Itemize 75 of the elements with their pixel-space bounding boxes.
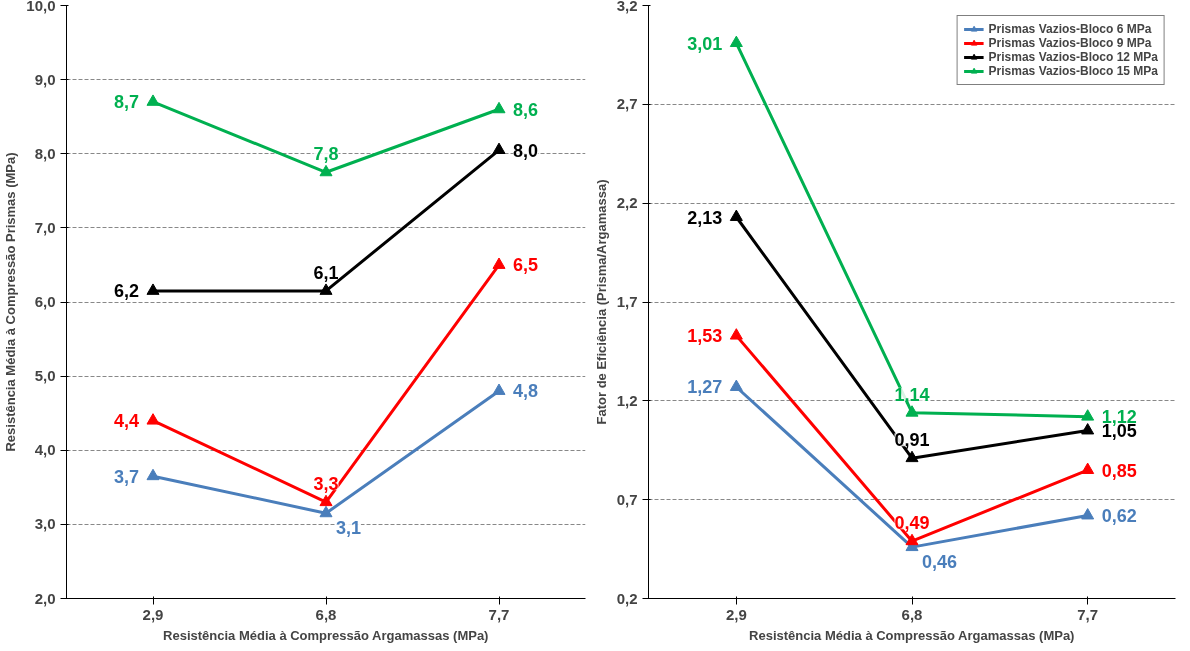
- y-tick-label: 2,0: [34, 589, 56, 607]
- data-label: 3,01: [687, 33, 723, 54]
- data-label: 4,8: [513, 381, 539, 402]
- y-tick-label: 9,0: [34, 70, 56, 88]
- legend-label: Prismas Vazios-Bloco 15 MPa: [988, 64, 1158, 78]
- y-tick-label: 8,0: [34, 144, 56, 162]
- point: [1081, 409, 1095, 421]
- data-label: 0,62: [1101, 505, 1137, 526]
- x-tick-label: 2,9: [725, 605, 747, 623]
- point: [146, 468, 160, 481]
- data-label: 8,7: [113, 92, 140, 113]
- point: [319, 283, 333, 295]
- data-label: 1,53: [687, 326, 723, 347]
- data-label: 6,2: [113, 281, 140, 302]
- data-label: 0,46: [922, 552, 958, 573]
- y-tick-label: 2,7: [616, 95, 638, 113]
- point: [1081, 508, 1095, 520]
- y-tick-label: 3,2: [616, 0, 638, 14]
- point: [729, 379, 743, 391]
- y-tick-label: 1,7: [616, 293, 638, 310]
- point: [146, 413, 160, 425]
- data-label: 1,14: [894, 384, 930, 405]
- point: [1081, 423, 1095, 435]
- point: [1081, 462, 1095, 474]
- point: [319, 164, 333, 177]
- data-label: 8,6: [513, 99, 539, 120]
- point: [319, 505, 333, 518]
- data-label: 1,27: [687, 377, 723, 398]
- data-label: 0,49: [894, 513, 930, 534]
- legend-label: Prismas Vazios-Bloco 12 MPa: [988, 50, 1158, 64]
- point: [905, 533, 919, 546]
- data-label: 0,85: [1101, 460, 1137, 481]
- y-axis-title: Fator de Eficiência (Prisma/Argamassa): [593, 179, 609, 425]
- legend-label: Prismas Vazios-Bloco 6 MPa: [988, 22, 1152, 36]
- data-label: 6,5: [513, 255, 539, 276]
- data-label: 2,13: [687, 207, 723, 228]
- y-tick-label: 6,0: [34, 293, 56, 310]
- x-axis-title: Resistência Média à Compressão Argamassas (MPa): [163, 627, 489, 643]
- data-label: 7,8: [313, 144, 339, 165]
- data-label: 4,4: [113, 411, 140, 432]
- y-tick-label: 7,0: [34, 218, 56, 236]
- legend-label: Prismas Vazios-Bloco 9 MPa: [988, 36, 1152, 50]
- y-tick-label: 3,0: [34, 515, 56, 533]
- data-label: 3,3: [313, 474, 339, 495]
- point: [905, 405, 919, 417]
- point: [492, 142, 506, 155]
- y-tick-label: 0,2: [616, 589, 638, 607]
- point: [492, 383, 506, 395]
- y-axis-title: Resistência Média à Compressão Prismas (MPa): [3, 152, 19, 452]
- x-tick-label: 7,7: [1077, 605, 1099, 623]
- x-tick-label: 6,8: [315, 605, 337, 623]
- point: [492, 257, 506, 269]
- point: [492, 101, 506, 114]
- point: [729, 209, 743, 221]
- y-tick-label: 1,2: [616, 391, 638, 409]
- x-axis-title: Resistência Média à Compressão Argamassas (MPa): [749, 627, 1075, 643]
- y-tick-label: 4,0: [34, 441, 56, 459]
- data-label: 3,1: [336, 518, 362, 539]
- y-tick-label: 10,0: [26, 0, 56, 14]
- point: [146, 94, 160, 106]
- x-tick-label: 2,9: [142, 605, 164, 623]
- data-label: 6,1: [313, 262, 339, 283]
- y-tick-label: 2,2: [616, 194, 638, 212]
- point: [146, 283, 160, 295]
- x-tick-label: 7,7: [488, 605, 510, 623]
- y-tick-label: 0,7: [616, 490, 638, 508]
- data-label: 8,0: [513, 140, 539, 161]
- point: [729, 328, 743, 340]
- point: [905, 450, 919, 463]
- data-label: 0,91: [894, 430, 930, 451]
- y-tick-label: 5,0: [34, 367, 56, 385]
- point: [729, 35, 743, 48]
- point: [319, 494, 333, 507]
- x-tick-label: 6,8: [901, 605, 923, 623]
- data-label: 3,7: [113, 466, 140, 487]
